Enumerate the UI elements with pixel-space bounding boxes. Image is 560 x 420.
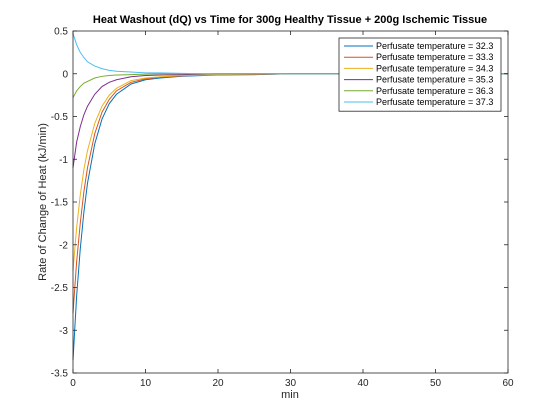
legend-entry-6: Perfusate temperature = 37.3 — [376, 97, 493, 107]
y-tick-label: -1 — [59, 155, 68, 166]
y-tick-label: 0.5 — [54, 27, 68, 38]
chart-title: Heat Washout (dQ) vs Time for 300g Healt… — [93, 14, 487, 26]
x-tick-label: 50 — [430, 378, 442, 389]
axes-layer: 0 10 20 30 40 50 60 -3.5 -3 -2.5 -2 -1.5 -1 -0.5 0 0.5 — [51, 27, 514, 390]
x-tick-label: 10 — [140, 378, 152, 389]
x-tick-label: 20 — [212, 378, 224, 389]
legend-box — [338, 37, 502, 112]
series-layer — [72, 33, 508, 361]
y-tick-label: 0 — [62, 69, 68, 80]
legend-entry-2: Perfusate temperature = 33.3 — [376, 52, 493, 62]
legend-entry-1: Perfusate temperature = 32.3 — [376, 41, 493, 51]
x-tick-label: 40 — [357, 378, 369, 389]
legend-entry-3: Perfusate temperature = 34.3 — [376, 63, 493, 73]
x-tick-label: 0 — [70, 378, 76, 389]
series-line-6 — [72, 33, 508, 75]
y-tick-label: -2 — [59, 240, 68, 251]
x-tick-label: 30 — [285, 378, 297, 389]
y-tick-label: -3.5 — [51, 369, 69, 380]
x-tick-label: 60 — [502, 378, 514, 389]
y-tick-label: -0.5 — [51, 112, 69, 123]
y-axis-label: Rate of Change of Heat (kJ/min) — [37, 123, 49, 281]
legend-entry-5: Perfusate temperature = 36.3 — [376, 86, 493, 96]
y-tick-label: -3 — [59, 326, 68, 337]
legend-entry-4: Perfusate temperature = 35.3 — [376, 75, 493, 85]
x-axis-label: min — [281, 389, 299, 401]
y-tick-label: -2.5 — [51, 283, 69, 294]
y-tick-label: -1.5 — [51, 198, 69, 209]
